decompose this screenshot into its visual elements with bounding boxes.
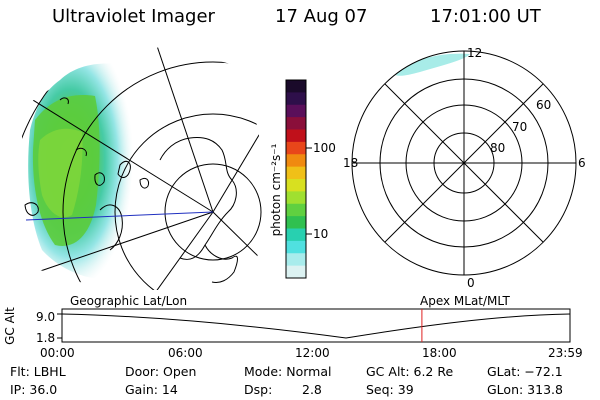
status-gc-alt: GC Alt: 6.2 Re <box>366 364 454 379</box>
map-grid-lines <box>22 46 262 290</box>
colorbar-cells <box>286 80 306 279</box>
mlat-label-60: 60 <box>536 98 552 112</box>
status-mode: Mode: Normal <box>244 364 332 379</box>
mlat-label-70: 70 <box>512 120 528 134</box>
status-glon: GLon: 313.8 <box>487 382 563 397</box>
colorbar-label-10: 10 <box>313 227 329 241</box>
spacecraft-line-of-sight <box>25 211 214 221</box>
polar-grid <box>351 50 577 276</box>
status-dsp-label: Dsp: <box>244 382 273 397</box>
timeline-ytick-label-low: 1.8 <box>36 331 56 345</box>
colorbar-cell <box>286 141 306 155</box>
colorbar-cell <box>286 129 306 143</box>
mlt-label-12: 12 <box>467 46 483 60</box>
colorbar-cell <box>286 154 306 168</box>
colorbar-cell <box>286 80 306 93</box>
status-dsp-value: 2.8 <box>302 382 322 397</box>
status-flt: Flt: LBHL <box>10 364 66 379</box>
timeline-xtick-0600: 06:00 <box>168 346 203 360</box>
timeline-xtick-1800: 18:00 <box>422 346 457 360</box>
colorbar-cell <box>286 104 306 118</box>
status-door: Door: Open <box>125 364 197 379</box>
coastlines <box>24 97 238 283</box>
colorbar-cell <box>286 228 306 242</box>
time-label: 17:01:00 UT <box>430 6 541 27</box>
colorbar-frame <box>285 79 307 279</box>
mlt-label-6: 6 <box>578 156 586 170</box>
colorbar-cell <box>286 191 306 205</box>
mlat-label-80: 80 <box>490 141 506 155</box>
status-glat: GLat: −72.1 <box>487 364 563 379</box>
status-seq: Seq: 39 <box>366 382 414 397</box>
colorbar-cell <box>286 117 306 131</box>
colorbar-cell <box>286 166 306 180</box>
status-gain: Gain: 14 <box>125 382 178 397</box>
aurora-emission <box>28 63 134 279</box>
mlt-label-0: 0 <box>467 276 475 290</box>
date-label: 17 Aug 07 <box>275 6 368 27</box>
timeline-xtick-0000: 00:00 <box>40 346 75 360</box>
timeline-xtick-1200: 12:00 <box>295 346 330 360</box>
colorbar-label-100: 100 <box>313 141 336 155</box>
timeline-frame <box>61 308 571 343</box>
colorbar-cell <box>286 265 306 279</box>
instrument-title: Ultraviolet Imager <box>52 6 215 27</box>
timeline-ytick-label-high: 9.0 <box>36 310 56 324</box>
colorbar-cell <box>286 203 306 217</box>
apex-label: Apex MLat/MLT <box>420 294 510 308</box>
timeline-ylabel: GC Alt <box>3 307 17 345</box>
polar-aurora-patch <box>392 53 470 76</box>
geographic-label: Geographic Lat/Lon <box>70 294 188 308</box>
altitude-curve <box>61 313 571 339</box>
colorbar-cell <box>286 179 306 192</box>
colorbar-cell <box>286 92 306 106</box>
mlt-label-18: 18 <box>343 156 359 170</box>
timeline-xtick-2359: 23:59 <box>548 346 583 360</box>
status-ip: IP: 36.0 <box>10 382 58 397</box>
colorbar-cell <box>286 240 306 254</box>
colorbar-cell <box>286 253 306 267</box>
colorbar-cell <box>286 216 306 230</box>
